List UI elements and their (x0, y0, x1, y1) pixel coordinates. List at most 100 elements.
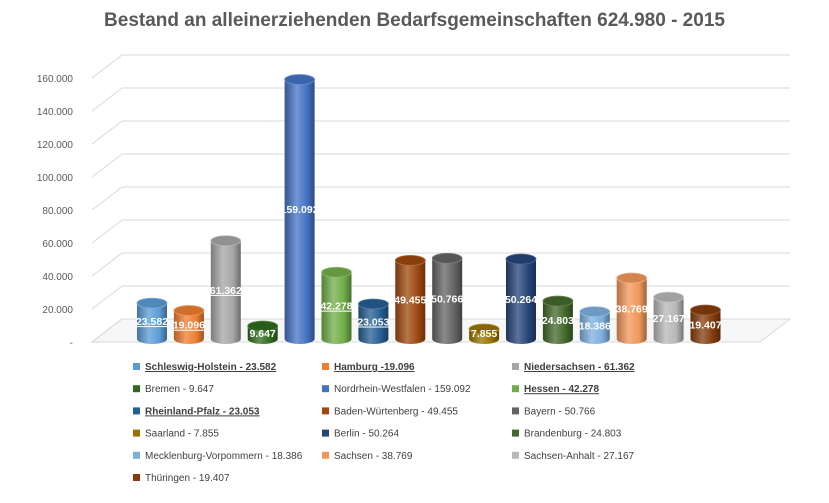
legend-item: Brandenburg - 24.803 (512, 429, 622, 440)
bar-6 (357, 298, 389, 344)
bar-4 (284, 74, 316, 344)
bar-body (579, 311, 610, 344)
legend-swatch (133, 385, 140, 393)
legend-label: Rheinland-Pfalz - 23.053 (145, 406, 260, 417)
bar-top (136, 297, 168, 309)
legend-label: Thüringen - 19.407 (145, 473, 230, 484)
legend-swatch (512, 385, 519, 393)
bar-body (137, 303, 167, 344)
y-tick-label: 100.000 (37, 173, 74, 184)
data-label: 50.766 (431, 294, 463, 306)
legend-swatch (133, 451, 140, 459)
bar-top (505, 253, 537, 265)
legend-item: Berlin - 50.264 (322, 429, 399, 440)
data-label: 159.092 (281, 204, 319, 216)
bar-body (395, 260, 426, 344)
bar-top (357, 298, 389, 310)
bar-body (506, 259, 536, 344)
data-label: 19.407 (689, 319, 721, 331)
legend-swatch (133, 363, 140, 370)
bar-top (394, 254, 426, 266)
y-tick-label: - (70, 338, 73, 349)
bar-7 (394, 254, 426, 344)
bar-body (321, 272, 352, 344)
bar-top (247, 320, 279, 332)
bar-body (210, 240, 241, 344)
bar-top (579, 306, 611, 318)
y-tick-label: 140.000 (37, 107, 74, 118)
bar-body (358, 303, 389, 344)
bar-top (431, 252, 463, 264)
legend-item: Sachsen - 38.769 (322, 451, 413, 462)
legend-swatch (322, 429, 329, 437)
legend-item: Saarland - 7.855 (133, 429, 219, 440)
data-label: 49.455 (394, 295, 426, 307)
data-label: 9.647 (250, 328, 276, 340)
bar-13 (616, 272, 648, 344)
data-label: 7.855 (471, 328, 497, 340)
bar-top (284, 74, 316, 85)
bar-14 (653, 291, 684, 344)
bar-8 (431, 252, 463, 344)
bar-body (173, 310, 204, 344)
legend-label: Saarland - 7.855 (145, 429, 219, 440)
data-label: 23.053 (357, 316, 389, 328)
y-tick-label: 60.000 (42, 239, 73, 250)
legend-item: Nordrhein-Westfalen - 159.092 (322, 384, 471, 395)
bar-3 (247, 320, 279, 344)
legend-item: Rheinland-Pfalz - 23.053 (133, 406, 260, 417)
legend-label: Brandenburg - 24.803 (524, 429, 622, 440)
gridline-depth (91, 153, 123, 178)
legend-item: Bayern - 50.766 (512, 406, 596, 417)
bar-9 (468, 323, 500, 344)
legend-swatch (322, 385, 329, 393)
legend-swatch (133, 429, 140, 437)
legend-label: Baden-Würtenberg - 49.455 (334, 406, 458, 417)
y-tick-label: 120.000 (37, 140, 74, 151)
bar-11 (542, 295, 574, 344)
bar-15 (690, 304, 721, 344)
bar-body (616, 278, 647, 344)
bar-2 (210, 235, 242, 344)
bar-top (173, 305, 205, 316)
bar-body (432, 258, 463, 344)
bar-10 (505, 253, 537, 344)
legend-label: Niedersachsen - 61.362 (524, 362, 635, 373)
data-label: 42.278 (320, 301, 352, 313)
legend-swatch (512, 429, 519, 437)
legend-item: Thüringen - 19.407 (133, 473, 230, 484)
legend-swatch (512, 451, 519, 459)
bar-1 (173, 305, 205, 344)
legend-swatch (133, 474, 140, 481)
legend-label: Berlin - 50.264 (334, 429, 399, 440)
data-label: 61.362 (210, 285, 242, 297)
gridline-depth (91, 285, 123, 310)
bar-0 (136, 297, 168, 344)
bar-top (690, 304, 721, 316)
bar-top (542, 295, 574, 307)
legend-label: Hamburg -19.096 (334, 362, 415, 373)
legend-item: Hamburg -19.096 (322, 362, 415, 373)
bar-top (616, 272, 648, 284)
data-label: 19.096 (173, 320, 205, 332)
legend-swatch (322, 407, 329, 415)
bar-top (468, 323, 500, 335)
legend-swatch (133, 407, 140, 415)
legend-label: Nordrhein-Westfalen - 159.092 (334, 384, 471, 395)
legend-label: Sachsen - 38.769 (334, 451, 413, 462)
bar-body (653, 297, 684, 344)
data-label: 18.386 (579, 320, 611, 332)
data-label: 24.803 (542, 315, 574, 327)
gridline-depth (91, 318, 123, 343)
y-tick-label: 160.000 (37, 74, 74, 85)
gridline-depth (91, 219, 123, 244)
data-label: 38.769 (616, 304, 648, 316)
legend-label: Bayern - 50.766 (524, 406, 596, 417)
y-tick-label: 40.000 (42, 272, 73, 283)
legend-item: Niedersachsen - 61.362 (512, 362, 635, 373)
legend-item: Hessen - 42.278 (512, 384, 599, 395)
legend-swatch (512, 363, 519, 370)
bar-body (690, 309, 721, 344)
bar-body (284, 79, 315, 344)
